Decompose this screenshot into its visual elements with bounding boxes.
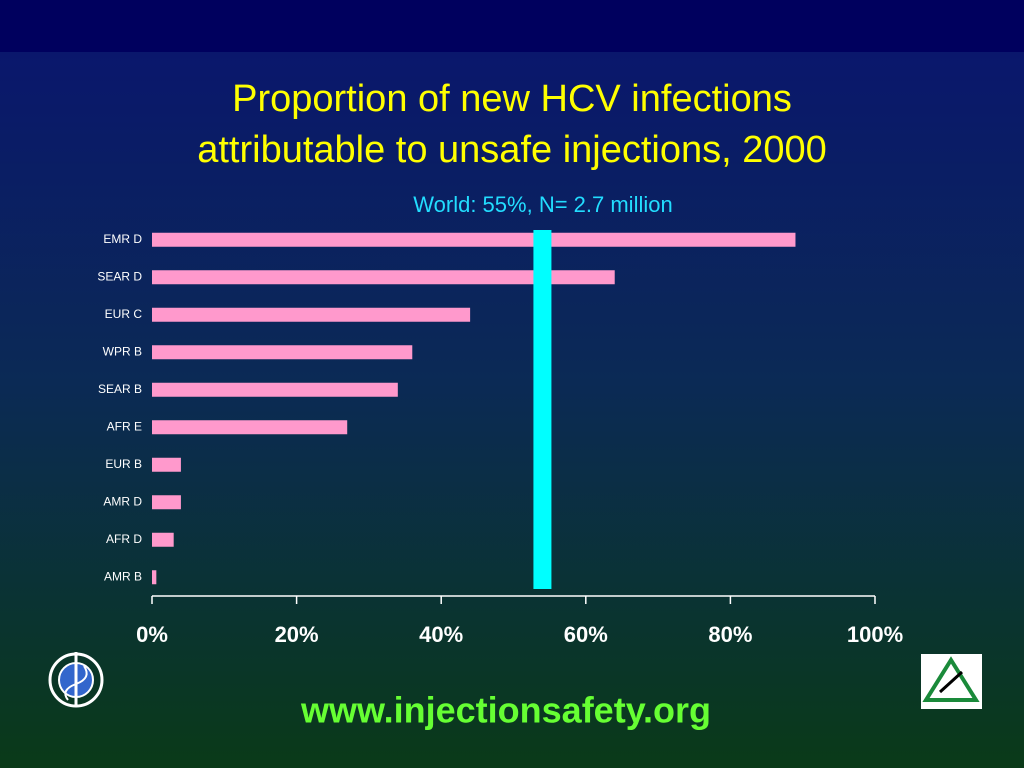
y-tick-label: EUR C <box>105 307 143 321</box>
y-tick-label: AMR D <box>103 494 142 508</box>
y-tick-label: AFR D <box>106 532 142 546</box>
bar <box>152 270 615 285</box>
chart-title: attributable to unsafe injections, 2000 <box>197 129 827 171</box>
bar <box>152 532 174 547</box>
bar <box>152 570 157 585</box>
bar <box>152 345 413 360</box>
top-band <box>0 0 1024 52</box>
x-tick-label: 80% <box>708 622 752 647</box>
footer-url: www.injectionsafety.org <box>300 690 711 731</box>
y-tick-label: EUR B <box>105 457 142 471</box>
chart-subtitle: World: 55%, N= 2.7 million <box>413 192 672 217</box>
y-tick-label: AMR B <box>104 569 142 583</box>
sign-logo <box>921 654 982 709</box>
y-tick-label: EMR D <box>103 232 142 246</box>
x-tick-label: 40% <box>419 622 463 647</box>
y-tick-label: SEAR D <box>97 269 142 283</box>
reference-line <box>533 230 552 589</box>
x-tick-label: 20% <box>275 622 319 647</box>
y-tick-label: WPR B <box>103 344 142 358</box>
bar <box>152 420 348 435</box>
x-tick-label: 60% <box>564 622 608 647</box>
x-tick-label: 0% <box>136 622 168 647</box>
bar <box>152 457 181 472</box>
bar <box>152 232 796 247</box>
chart-title: Proportion of new HCV infections <box>232 78 792 120</box>
bar <box>152 495 181 510</box>
y-tick-label: AFR E <box>107 419 142 433</box>
bar <box>152 307 471 322</box>
who-logo <box>48 652 104 708</box>
x-tick-label: 100% <box>847 622 903 647</box>
bar <box>152 382 398 397</box>
y-tick-label: SEAR B <box>98 382 142 396</box>
